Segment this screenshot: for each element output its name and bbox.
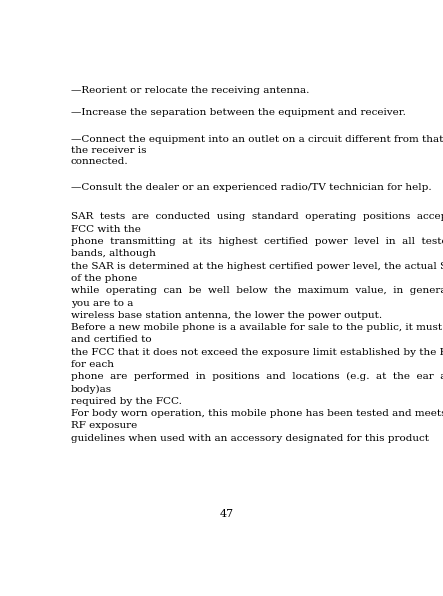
Text: phone  transmitting  at  its  highest  certified  power  level  in  all  tested : phone transmitting at its highest certif… xyxy=(71,237,443,246)
Text: —Increase the separation between the equipment and receiver.: —Increase the separation between the equ… xyxy=(71,108,406,117)
Text: the FCC that it does not exceed the exposure limit established by the FCC, Tests: the FCC that it does not exceed the expo… xyxy=(71,347,443,356)
Text: For body worn operation, this mobile phone has been tested and meets the FCC: For body worn operation, this mobile pho… xyxy=(71,409,443,418)
Text: body)as: body)as xyxy=(71,384,112,394)
Text: the receiver is: the receiver is xyxy=(71,146,146,155)
Text: you are to a: you are to a xyxy=(71,299,133,308)
Text: —Connect the equipment into an outlet on a circuit different from that  to  whic: —Connect the equipment into an outlet on… xyxy=(71,135,443,144)
Text: wireless base station antenna, the lower the power output.: wireless base station antenna, the lower… xyxy=(71,311,382,320)
Text: RF exposure: RF exposure xyxy=(71,421,137,430)
Text: guidelines when used with an accessory designated for this product: guidelines when used with an accessory d… xyxy=(71,434,429,443)
Text: —Consult the dealer or an experienced radio/TV technician for help.: —Consult the dealer or an experienced ra… xyxy=(71,182,431,191)
Text: SAR  tests  are  conducted  using  standard  operating  positions  accepted  by : SAR tests are conducted using standard o… xyxy=(71,212,443,221)
Text: for each: for each xyxy=(71,360,114,369)
Text: Before a new mobile phone is a available for sale to the public, it must be test: Before a new mobile phone is a available… xyxy=(71,323,443,332)
Text: while  operating  can  be  well  below  the  maximum  value,  in  general,  the : while operating can be well below the ma… xyxy=(71,286,443,295)
Text: bands, although: bands, although xyxy=(71,249,155,258)
Text: 47: 47 xyxy=(220,509,234,519)
Text: FCC with the: FCC with the xyxy=(71,225,141,234)
Text: the SAR is determined at the highest certified power level, the actual SAR level: the SAR is determined at the highest cer… xyxy=(71,262,443,271)
Text: —Reorient or relocate the receiving antenna.: —Reorient or relocate the receiving ante… xyxy=(71,86,309,95)
Text: and certified to: and certified to xyxy=(71,336,152,344)
Text: phone  are  performed  in  positions  and  locations  (e.g.  at  the  ear  and  : phone are performed in positions and loc… xyxy=(71,372,443,381)
Text: required by the FCC.: required by the FCC. xyxy=(71,397,182,406)
Text: connected.: connected. xyxy=(71,157,128,166)
Text: of the phone: of the phone xyxy=(71,274,137,283)
